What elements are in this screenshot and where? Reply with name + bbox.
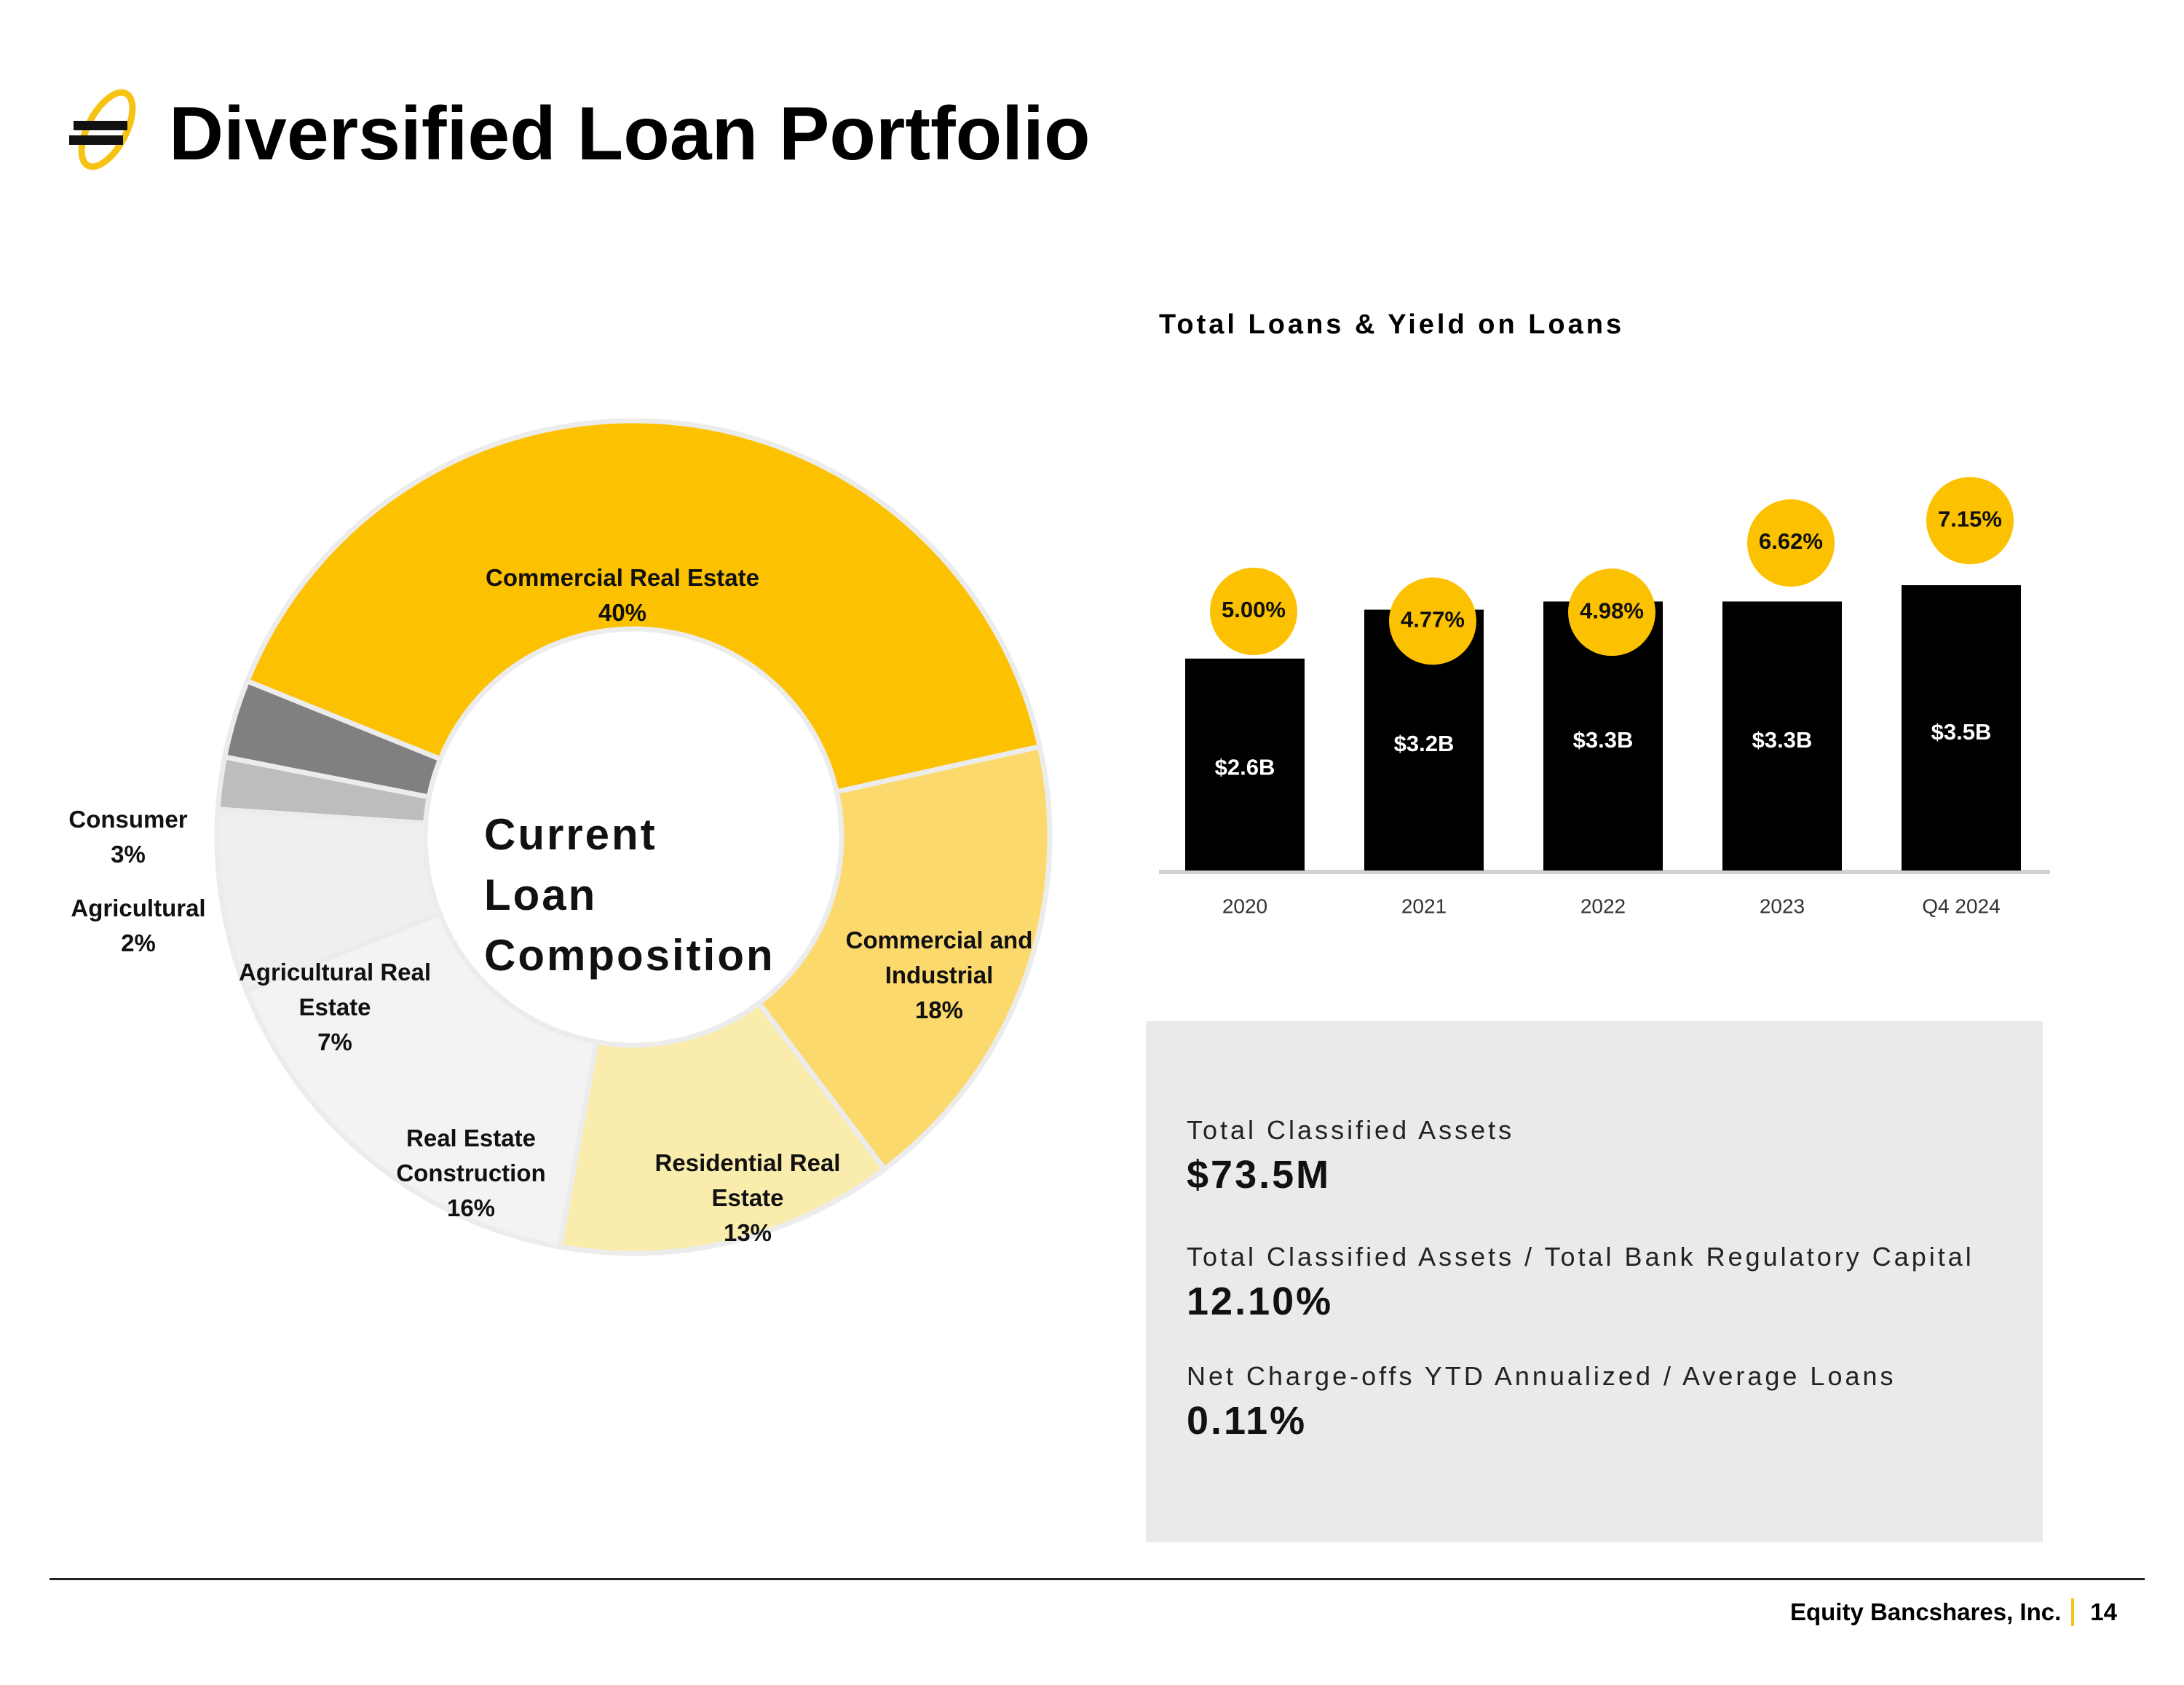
yield-label: 5.00%	[1222, 597, 1286, 622]
yield-label: 4.77%	[1401, 607, 1465, 633]
footer-separator	[2071, 1598, 2075, 1626]
bar-value-label: $3.3B	[1752, 727, 1813, 753]
bar-q4-2024	[1902, 585, 2021, 871]
metric-label: Total Classified Assets	[1187, 1115, 1515, 1145]
metric-net-charge-offs: Net Charge-offs YTD Annualized / Average…	[1187, 1360, 1896, 1446]
donut-slice-residential-real-estate	[556, 999, 888, 1256]
metric-total-classified-assets: Total Classified Assets $73.5M	[1187, 1114, 1514, 1200]
yield-label: 4.98%	[1580, 598, 1644, 623]
company-logo	[69, 89, 136, 170]
x-tick-label: 2021	[1401, 895, 1447, 917]
yield-bubble	[1926, 477, 2014, 565]
bar-value-label: $3.3B	[1573, 727, 1634, 753]
bar-value-label: $3.5B	[1931, 719, 1992, 745]
footer: Equity Bancshares, Inc. 14	[1790, 1598, 2117, 1626]
yield-bubble	[1389, 577, 1476, 665]
metric-classified-assets-to-capital: Total Classified Assets / Total Bank Reg…	[1187, 1241, 1974, 1327]
slice-label-residential-real-estate: Residential Real Estate 13%	[654, 1149, 841, 1246]
slice-label-agricultural: Agricultural 2%	[71, 895, 206, 956]
footer-company: Equity Bancshares, Inc.	[1789, 1598, 2062, 1625]
slice-label-real-estate-construction: Real Estate Construction 16%	[396, 1125, 546, 1221]
bar-2023	[1722, 601, 1842, 871]
donut-center-label: Current Loan Composition	[484, 810, 775, 980]
metric-label: Net Charge-offs YTD Annualized / Average…	[1187, 1361, 1896, 1391]
bar-value-label: $3.2B	[1394, 731, 1455, 756]
slice-label-consumer: Consumer 3%	[68, 806, 188, 868]
footer-divider	[50, 1578, 2145, 1580]
bar-value-label: $2.6B	[1215, 754, 1275, 780]
slice-label-commercial-and-industrial: Commercial and Industrial 18%	[845, 927, 1033, 1023]
metric-value: $73.5M	[1187, 1153, 1332, 1197]
donut-slice-consumer	[221, 678, 444, 801]
x-tick-label: 2023	[1760, 895, 1805, 917]
yield-label: 6.62%	[1759, 528, 1823, 554]
donut-slice-real-estate-construction	[242, 910, 600, 1250]
metric-value: 0.11%	[1187, 1399, 1307, 1443]
yield-bubble	[1210, 568, 1297, 655]
yield-bubble	[1747, 499, 1835, 587]
bar-chart-title: Total Loans & Yield on Loans	[1159, 309, 1625, 340]
x-tick-label: 2020	[1222, 895, 1267, 917]
x-tick-label: Q4 2024	[1922, 895, 2000, 917]
x-tick-label: 2022	[1580, 895, 1626, 917]
page-number: 14	[2090, 1598, 2117, 1625]
metric-value: 12.10%	[1187, 1280, 1334, 1323]
slice-label-commercial-real-estate: Commercial Real Estate 40%	[485, 564, 760, 626]
metric-label: Total Classified Assets / Total Bank Reg…	[1187, 1242, 1974, 1272]
metrics-panel: Total Classified Assets $73.5M Total Cla…	[1146, 1021, 2043, 1542]
bar-2020	[1185, 658, 1305, 871]
yield-label: 7.15%	[1938, 506, 2002, 531]
donut-slice-commercial-real-estate	[244, 418, 1043, 796]
donut-slice-commercial-and-industrial	[755, 743, 1053, 1173]
page-title: Diversified Loan Portfolio	[169, 92, 1091, 176]
slice-label-agricultural-real-estate: Agricultural Real Estate 7%	[238, 959, 432, 1055]
yield-bubble	[1568, 568, 1655, 657]
